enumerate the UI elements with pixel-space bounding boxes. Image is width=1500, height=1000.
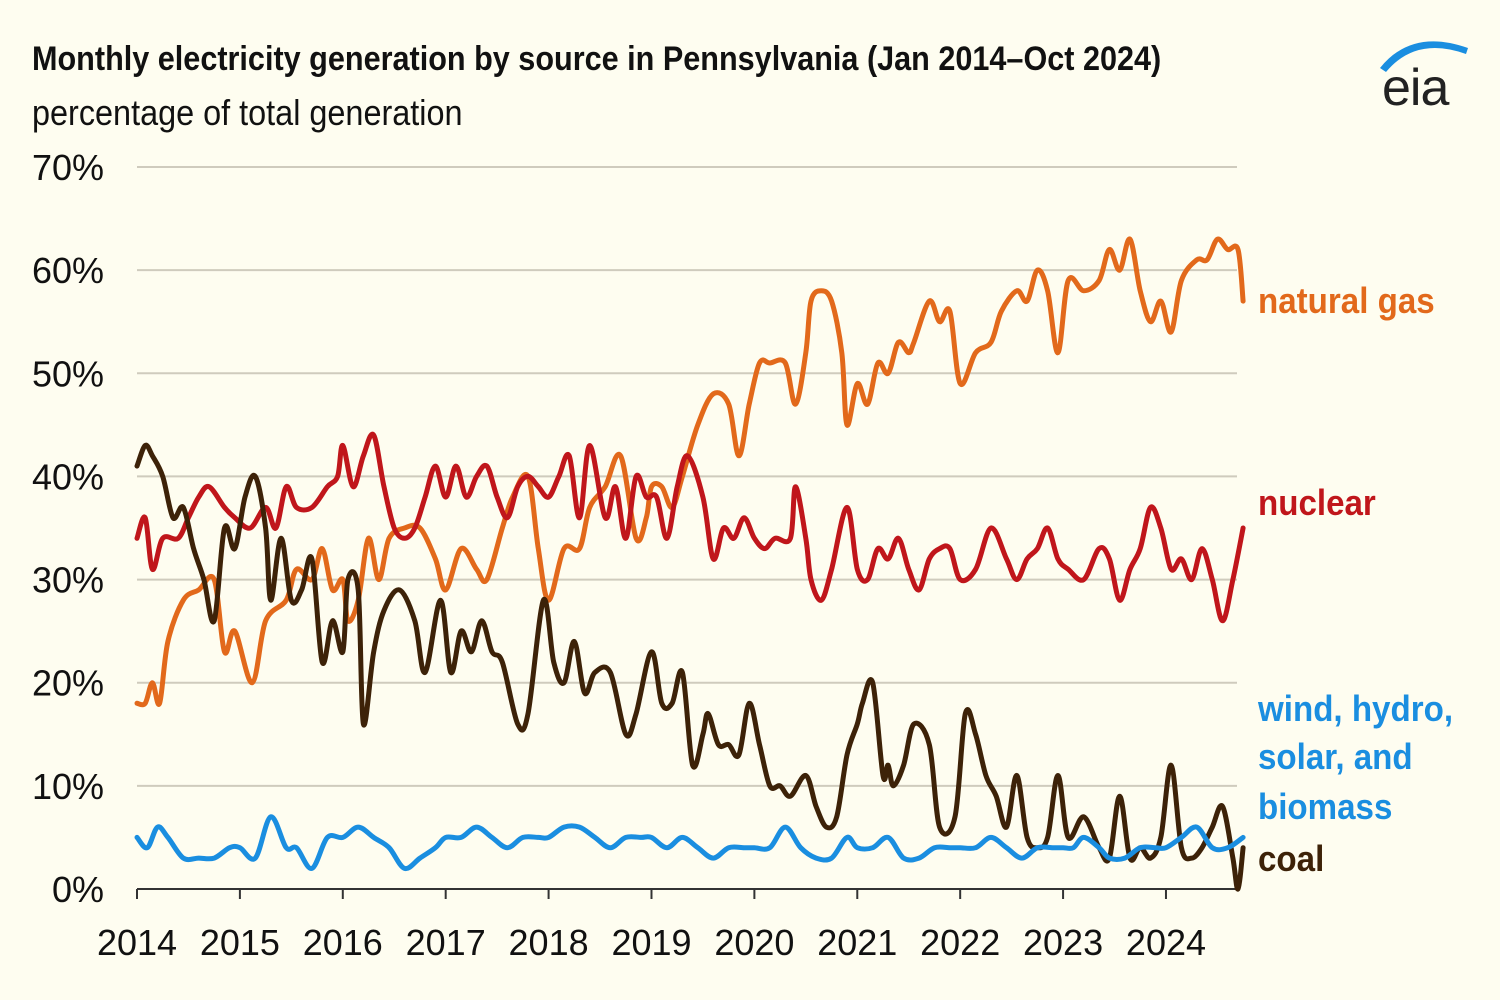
x-tick-label: 2020 [714,922,794,963]
grid-lines [137,166,1237,890]
label-coal: coal [1258,838,1325,879]
x-tick-label: 2023 [1023,922,1103,963]
x-tick-label: 2022 [920,922,1000,963]
x-axis-ticks: 2014 2015 2016 2017 2018 2019 2020 2021 2022 2023… [97,889,1206,963]
x-tick-label: 2019 [611,922,691,963]
label-nuclear: nuclear [1258,482,1376,523]
x-tick-label: 2016 [303,922,383,963]
x-tick-label: 2017 [406,922,486,963]
y-tick-label: 50% [32,353,104,394]
series-line-nuclear [134,431,1246,624]
label-natural-gas: natural gas [1258,280,1435,321]
eia-logo: eia [1372,30,1472,125]
y-tick-label: 20% [32,663,104,704]
series-line-natural-gas [134,236,1246,708]
series-line-renewables [134,814,1246,872]
x-tick-label: 2015 [200,922,280,963]
series-line-coal [134,442,1246,892]
x-tick-label: 2024 [1126,922,1206,963]
y-tick-label: 40% [32,456,104,497]
label-renewables-line1: wind, hydro, [1258,688,1454,729]
eia-logo-text: eia [1382,59,1449,117]
x-tick-label: 2018 [509,922,589,963]
y-tick-label: 30% [32,560,104,601]
eia-logo-swoosh-icon [1380,41,1468,72]
y-axis-ticks: 0% 10% 20% 30% 40% 50% 60% 70% [32,147,104,910]
label-renewables-line3: biomass [1258,786,1393,827]
series-lines [134,236,1246,892]
y-tick-label: 0% [52,869,104,910]
chart-subtitle: percentage of total generation [32,92,463,133]
x-tick-label: 2021 [817,922,897,963]
y-tick-label: 60% [32,250,104,291]
y-tick-label: 10% [32,766,104,807]
label-renewables-line2: solar, and [1258,736,1413,777]
chart-title: Monthly electricity generation by source… [32,40,1162,78]
x-tick-label: 2014 [97,922,177,963]
y-tick-label: 70% [32,147,104,188]
